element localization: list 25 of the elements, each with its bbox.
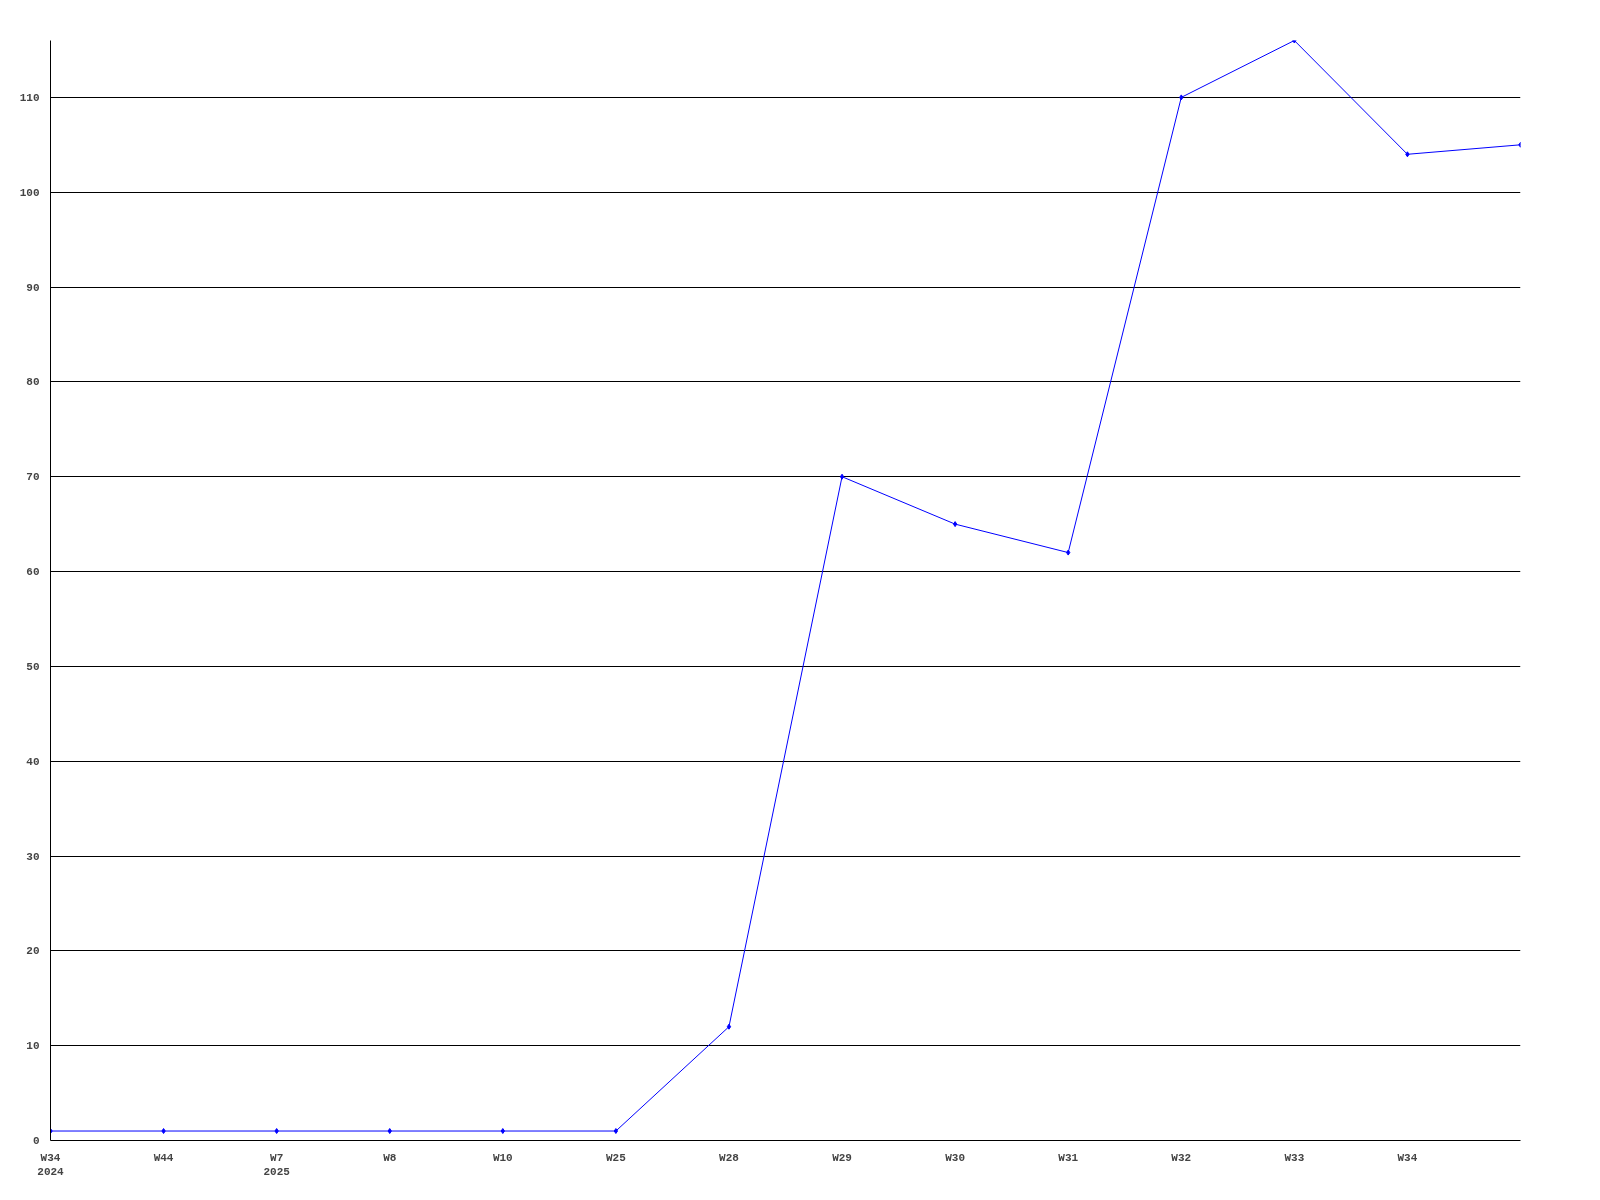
x-tick-label: W25 (605, 1151, 627, 1164)
x-tick-label: W32 (1171, 1151, 1192, 1164)
x-tick-label: W34 2024 (37, 1151, 65, 1178)
y-tick-label: 110 (19, 91, 40, 104)
y-tick-label: 10 (26, 1040, 40, 1053)
y-tick-label: 40 (26, 755, 40, 768)
y-tick-label: 80 (26, 376, 40, 389)
y-tick-label: 20 (26, 945, 40, 958)
x-tick-label: W29 (832, 1151, 852, 1164)
y-tick-label: 100 (19, 186, 40, 199)
x-tick-label: W30 (945, 1151, 966, 1164)
y-tick-label: 30 (26, 850, 40, 863)
y-tick-label: 60 (26, 566, 40, 579)
y-tick-label: 50 (26, 660, 40, 673)
x-tick-label: W44 (153, 1151, 174, 1164)
y-tick-label: 70 (26, 471, 40, 484)
x-tick-label: W34 (1397, 1151, 1418, 1164)
x-tick-label: W8 (383, 1151, 397, 1164)
x-tick-label: W28 (719, 1151, 740, 1164)
y-tick-label: 90 (26, 281, 40, 294)
x-tick-label: W33 (1284, 1151, 1305, 1164)
x-tick-label: W31 (1058, 1151, 1079, 1164)
x-tick-label: W10 (492, 1151, 513, 1164)
x-tick-label: W7 2025 (263, 1151, 291, 1178)
y-tick-label: 0 (32, 1135, 40, 1147)
